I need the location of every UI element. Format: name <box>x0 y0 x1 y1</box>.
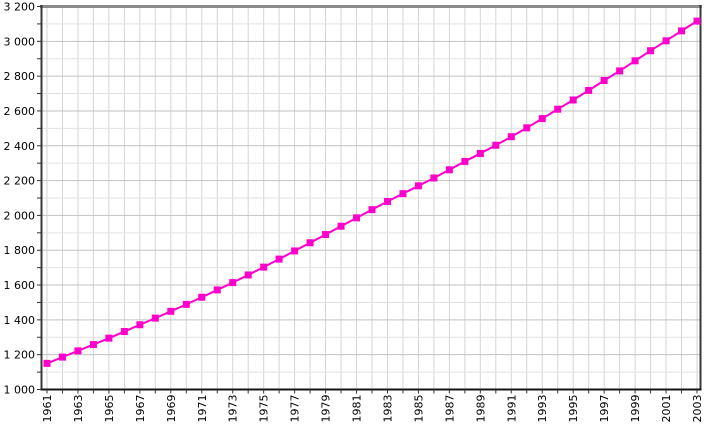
y-axis-label: 1 600 <box>4 279 36 292</box>
x-axis-label: 1971 <box>196 395 209 423</box>
x-axis-label: 1983 <box>381 395 394 423</box>
data-point-marker <box>275 255 283 263</box>
data-point-marker <box>89 341 97 349</box>
data-point-marker <box>445 166 453 174</box>
y-axis-label: 2 800 <box>4 70 36 83</box>
data-point-marker <box>260 263 268 271</box>
data-point-marker <box>414 182 422 190</box>
y-axis-label: 1 800 <box>4 244 36 257</box>
data-point-marker <box>74 347 82 355</box>
x-axis-label: 1987 <box>443 395 456 423</box>
data-point-marker <box>523 124 531 132</box>
data-point-marker <box>492 141 500 149</box>
data-point-marker <box>198 293 206 301</box>
data-point-marker <box>678 27 686 35</box>
data-point-marker <box>430 174 438 182</box>
y-axis-label: 2 000 <box>4 209 36 222</box>
x-axis-label: 1969 <box>165 395 178 423</box>
data-point-marker <box>229 279 237 287</box>
x-axis-label: 1993 <box>536 395 549 423</box>
x-axis-label: 1963 <box>72 395 85 423</box>
x-axis-label: 1989 <box>474 395 487 423</box>
y-axis-label: 2 200 <box>4 175 36 188</box>
data-point-marker <box>662 37 670 45</box>
data-point-marker <box>600 76 608 84</box>
x-axis-label: 1967 <box>134 395 147 423</box>
y-axis-label: 1 200 <box>4 349 36 362</box>
x-axis-label: 1985 <box>412 395 425 423</box>
data-point-marker <box>353 214 361 222</box>
x-axis-label: 2003 <box>691 395 704 423</box>
data-point-marker <box>476 149 484 157</box>
y-axis-label: 2 400 <box>4 140 36 153</box>
data-point-marker <box>244 271 252 279</box>
y-axis-label: 1 000 <box>4 384 36 397</box>
data-point-marker <box>585 86 593 94</box>
x-axis-label: 1975 <box>258 395 271 423</box>
x-axis-label: 1961 <box>41 395 54 423</box>
data-point-marker <box>399 190 407 198</box>
data-point-marker <box>167 307 175 315</box>
y-axis-label: 2 600 <box>4 105 36 118</box>
x-axis-label: 2001 <box>660 395 673 423</box>
data-point-marker <box>461 157 469 165</box>
y-axis-label: 1 400 <box>4 314 36 327</box>
data-point-marker <box>322 231 330 239</box>
data-point-marker <box>368 206 376 214</box>
y-axis-label: 3 200 <box>4 1 36 14</box>
data-point-marker <box>213 286 221 294</box>
x-axis-label: 1965 <box>103 395 116 423</box>
data-point-marker <box>58 353 66 361</box>
data-point-marker <box>291 247 299 255</box>
x-axis-label: 1997 <box>598 395 611 423</box>
x-axis-label: 1973 <box>227 395 240 423</box>
data-point-marker <box>554 105 562 113</box>
data-point-marker <box>182 300 190 308</box>
x-axis-label: 1981 <box>351 395 364 423</box>
x-axis-label: 1991 <box>505 395 518 423</box>
data-point-marker <box>631 57 639 65</box>
data-point-marker <box>693 17 701 25</box>
data-point-marker <box>43 359 51 367</box>
data-point-marker <box>383 197 391 205</box>
data-point-marker <box>507 133 515 141</box>
data-point-marker <box>538 115 546 123</box>
data-point-marker <box>616 67 624 75</box>
data-point-marker <box>337 222 345 230</box>
y-axis-label: 3 000 <box>4 35 36 48</box>
data-point-marker <box>569 96 577 104</box>
x-axis-label: 1995 <box>567 395 580 423</box>
data-point-marker <box>647 47 655 55</box>
x-axis-label: 1979 <box>320 395 333 423</box>
data-point-marker <box>306 239 314 247</box>
data-point-marker <box>151 314 159 322</box>
x-axis-label: 1977 <box>289 395 302 423</box>
data-point-marker <box>120 328 128 336</box>
x-axis-label: 1999 <box>629 395 642 423</box>
data-point-marker <box>105 334 113 342</box>
data-point-marker <box>136 321 144 329</box>
